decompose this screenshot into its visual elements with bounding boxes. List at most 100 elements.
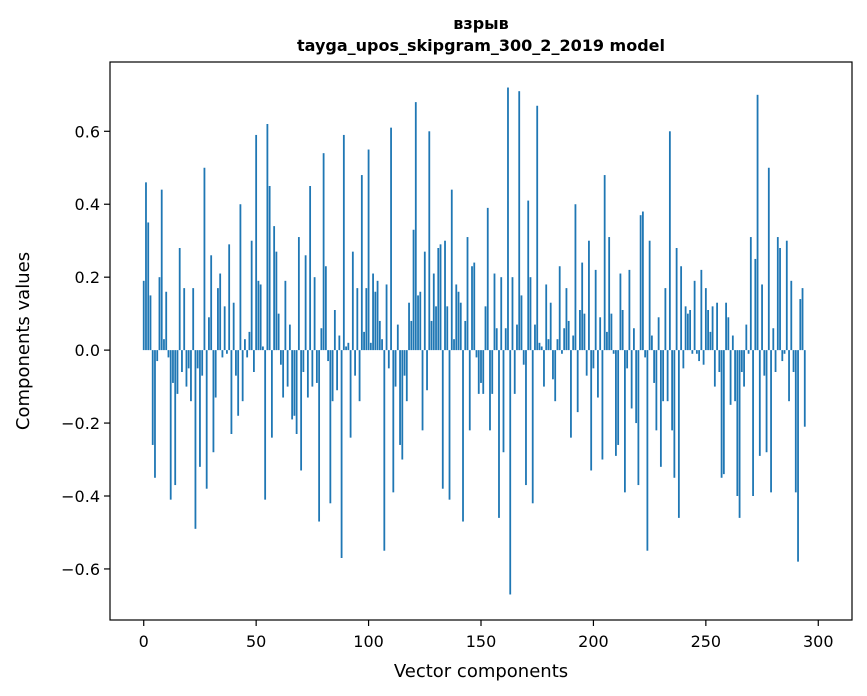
bar: [453, 339, 455, 351]
bar: [583, 313, 586, 351]
bar: [394, 350, 397, 387]
bar: [275, 251, 278, 351]
bar: [525, 350, 527, 486]
bar: [196, 350, 199, 369]
bar: [758, 350, 761, 456]
bar: [565, 288, 568, 351]
bar: [581, 262, 584, 351]
bar: [430, 320, 433, 351]
bar: [423, 251, 426, 351]
bar: [342, 134, 345, 351]
x-tick-label: 0: [139, 632, 149, 651]
y-tick-label: 0.2: [75, 268, 100, 287]
bar: [432, 273, 435, 351]
bar: [154, 350, 156, 478]
bar: [266, 124, 269, 351]
bar: [761, 284, 763, 351]
bar: [657, 317, 660, 351]
bar: [374, 291, 377, 351]
bar: [217, 288, 219, 351]
bar: [347, 342, 350, 351]
bar: [545, 284, 548, 351]
bar: [711, 306, 714, 351]
bar: [356, 288, 359, 351]
bar: [340, 350, 343, 558]
bar: [675, 248, 678, 351]
bar: [518, 91, 521, 351]
x-tick-label: 100: [353, 632, 384, 651]
bar: [295, 350, 298, 434]
y-tick-label: −0.6: [61, 560, 100, 579]
bar: [320, 328, 323, 351]
bar: [464, 320, 467, 351]
bar: [270, 350, 273, 438]
bar: [365, 288, 368, 351]
bar: [628, 269, 631, 351]
bar: [165, 291, 168, 351]
bar: [522, 350, 525, 365]
bar: [633, 328, 635, 351]
bar: [311, 350, 314, 387]
bar: [178, 248, 181, 351]
bar: [190, 350, 192, 402]
bar: [639, 215, 642, 351]
bar: [324, 266, 327, 351]
bar: [745, 324, 748, 351]
bar: [351, 251, 354, 351]
bar: [736, 350, 739, 496]
axes-frame: [109, 61, 853, 621]
bar: [262, 346, 264, 351]
bar: [641, 211, 644, 351]
bar: [722, 350, 725, 475]
bar: [477, 350, 480, 394]
bar: [794, 350, 797, 493]
bar: [716, 302, 718, 351]
bar: [183, 288, 186, 351]
bar: [608, 237, 611, 351]
bar: [599, 317, 602, 351]
bar: [160, 189, 163, 351]
bar: [459, 302, 462, 351]
bar: [396, 324, 399, 351]
bar: [363, 331, 365, 351]
bar: [282, 350, 285, 398]
bar: [655, 350, 658, 431]
bar: [500, 277, 503, 351]
y-tick-label: 0.6: [75, 122, 100, 141]
bar: [387, 350, 390, 369]
bar: [536, 105, 539, 351]
bar: [734, 350, 736, 402]
bar: [142, 280, 145, 351]
bar: [709, 331, 712, 351]
bar: [576, 350, 579, 413]
y-axis-label: Components values: [13, 252, 34, 430]
bar: [277, 313, 280, 351]
bar: [790, 280, 793, 351]
bar: [205, 350, 208, 489]
bar: [677, 350, 680, 518]
bar: [592, 350, 595, 369]
bar: [329, 350, 332, 504]
bar: [752, 350, 754, 496]
bar: [781, 350, 784, 362]
bar: [779, 248, 781, 351]
bar: [731, 335, 734, 351]
bar: [756, 94, 759, 351]
bar: [255, 134, 258, 351]
bar: [693, 280, 696, 351]
bar: [437, 248, 440, 351]
y-tick-label: −0.2: [61, 414, 100, 433]
bar: [318, 350, 321, 522]
bar: [749, 237, 752, 351]
bar: [534, 324, 536, 351]
x-tick-label: 300: [803, 632, 834, 651]
bar: [176, 350, 179, 394]
bar: [210, 255, 213, 351]
bar: [158, 277, 161, 351]
bar: [412, 229, 415, 351]
bar: [558, 266, 561, 351]
bar: [659, 350, 662, 467]
bar: [435, 306, 437, 351]
y-axis-ticks: −0.6 −0.4 −0.2 0.0 0.2 0.4 0.6: [61, 122, 110, 579]
